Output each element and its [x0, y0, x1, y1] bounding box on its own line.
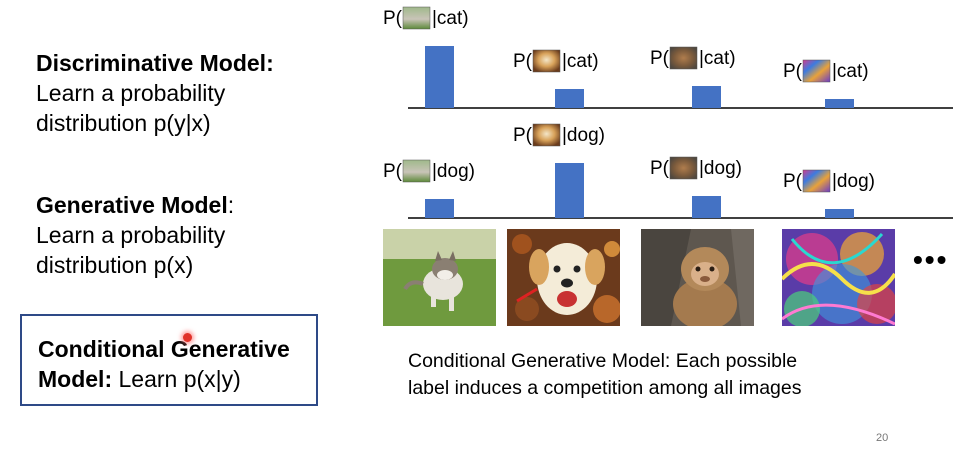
chart-given-dog: P( |dog) P( |dog) P( |dog) P( |dog) — [383, 123, 953, 219]
label-open: P( — [513, 125, 533, 146]
discriminative-model-text: Discriminative Model: Learn a probabilit… — [36, 48, 356, 138]
chart-given-cat: P( |cat) P( |cat) P( |cat) P( |cat) — [383, 6, 953, 109]
bar-cat-image — [425, 199, 454, 218]
more-images-ellipsis: ••• — [913, 244, 949, 275]
monkey-photo — [641, 229, 754, 326]
caption-line2: label induces a competition among all im… — [408, 377, 802, 399]
label-close: |cat) — [562, 51, 599, 72]
conditional-title-line1: Conditional Generative — [38, 336, 290, 362]
label-open: P( — [650, 158, 670, 179]
generative-model-text: Generative Model: Learn a probability di… — [36, 190, 356, 280]
thumbnail-cat-image — [402, 159, 431, 183]
thumbnail-monkey-image — [669, 46, 698, 70]
discriminative-title: Discriminative Model: — [36, 50, 274, 76]
laser-pointer-dot — [183, 333, 192, 342]
caption: Conditional Generative Model: Each possi… — [408, 348, 868, 402]
bar-dog-image — [555, 163, 584, 218]
conditional-title-line2: Model: — [38, 366, 113, 392]
bar-dog-image — [555, 89, 584, 108]
label-open: P( — [783, 171, 803, 192]
thumbnail-dog-image — [532, 49, 561, 73]
label-close: |dog) — [432, 161, 475, 182]
thumbnail-dog-image — [532, 123, 561, 147]
abstract-photo — [782, 229, 895, 326]
generative-line1: Learn a probability — [36, 222, 226, 248]
label-open: P( — [383, 8, 403, 29]
kitten-photo — [383, 229, 496, 326]
bar-abstract-image — [825, 209, 854, 218]
label-open: P( — [783, 61, 803, 82]
label-close: |dog) — [832, 171, 875, 192]
label-close: |cat) — [699, 48, 736, 69]
thumbnail-cat-image — [402, 6, 431, 30]
generative-line2: distribution p(x) — [36, 252, 194, 278]
dog-photo — [507, 229, 620, 326]
thumbnail-abstract-image — [802, 59, 831, 83]
thumbnail-abstract-image — [802, 169, 831, 193]
conditional-rest: Learn p(x|y) — [112, 366, 241, 392]
discriminative-line1: Learn a probability — [36, 80, 226, 106]
label-close: |cat) — [832, 61, 869, 82]
generative-colon: : — [227, 192, 235, 218]
bar-abstract-image — [825, 99, 854, 108]
label-close: |dog) — [562, 125, 605, 146]
thumbnail-monkey-image — [669, 156, 698, 180]
label-close: |cat) — [432, 8, 469, 29]
discriminative-line2: distribution p(y|x) — [36, 110, 211, 136]
conditional-generative-text: Conditional Generative Model: Learn p(x|… — [38, 334, 318, 394]
page-number: 20 — [876, 432, 889, 444]
label-close: |dog) — [699, 158, 742, 179]
bar-monkey-image — [692, 196, 721, 218]
label-open: P( — [650, 48, 670, 69]
bar-cat-image — [425, 46, 454, 108]
caption-line1: Conditional Generative Model: Each possi… — [408, 350, 798, 372]
label-open: P( — [383, 161, 403, 182]
conditional-generative-box: Conditional Generative Model: Learn p(x|… — [20, 314, 318, 406]
label-open: P( — [513, 51, 533, 72]
bar-monkey-image — [692, 86, 721, 108]
generative-title: Generative Model — [36, 192, 228, 218]
probability-charts: P( |cat) P( |cat) P( |cat) P( |cat) P( |dog) P( |d… — [383, 6, 953, 219]
